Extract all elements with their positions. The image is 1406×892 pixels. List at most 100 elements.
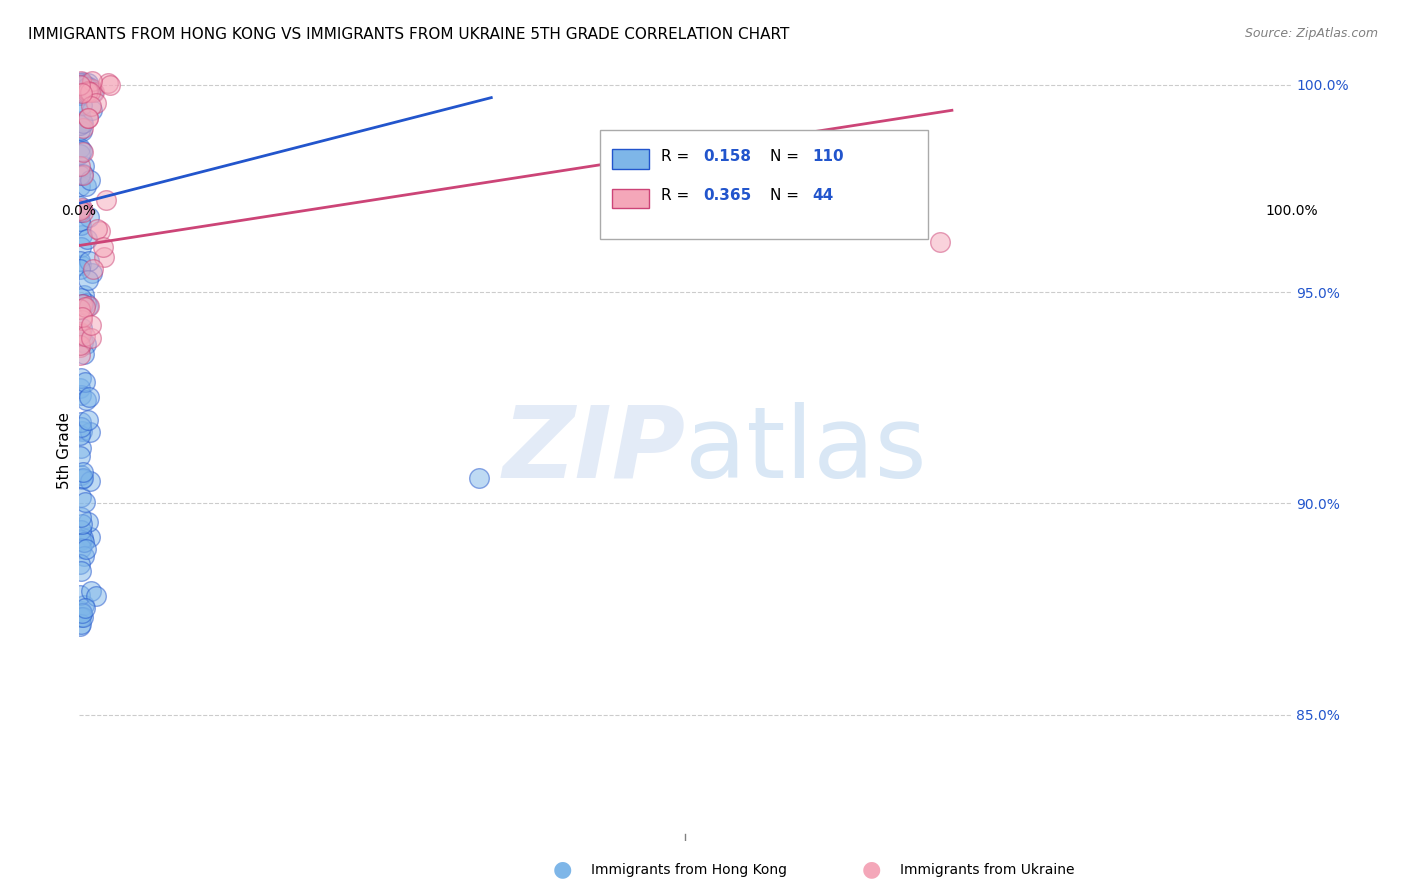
Point <box>79 86 101 100</box>
Text: ZIP: ZIP <box>502 402 685 499</box>
Point <box>79 530 101 544</box>
Point <box>75 296 97 310</box>
Point <box>80 74 103 88</box>
Point <box>69 214 91 228</box>
Point <box>69 325 91 339</box>
Point <box>69 588 91 602</box>
Text: 110: 110 <box>813 149 844 164</box>
Point <box>69 348 91 362</box>
Point <box>73 82 96 96</box>
Point <box>77 210 100 224</box>
Point <box>69 509 91 524</box>
Point <box>69 199 91 213</box>
Point <box>69 428 91 442</box>
Point <box>80 103 103 118</box>
Point <box>70 123 93 137</box>
Point <box>76 80 98 95</box>
Point <box>86 222 108 236</box>
Text: ●: ● <box>553 860 572 880</box>
Point <box>69 329 91 343</box>
Point <box>72 465 94 479</box>
Point <box>76 84 98 98</box>
Point <box>69 302 91 317</box>
Text: R =: R = <box>661 188 695 203</box>
Point <box>69 380 91 394</box>
Point <box>76 111 98 125</box>
Point <box>69 78 91 93</box>
Point <box>76 85 98 99</box>
Point <box>70 98 93 112</box>
Point <box>75 393 97 408</box>
Point <box>79 390 101 404</box>
Point <box>76 76 98 90</box>
Point <box>69 85 91 99</box>
Point <box>76 232 98 246</box>
Point <box>73 300 96 314</box>
Point <box>70 201 93 215</box>
FancyBboxPatch shape <box>600 130 928 239</box>
Point <box>72 297 94 311</box>
Point <box>79 173 101 187</box>
Point <box>70 425 93 439</box>
Point <box>72 531 94 545</box>
Point <box>69 338 91 352</box>
Point <box>69 610 91 624</box>
Point <box>84 95 107 110</box>
Point <box>76 515 98 529</box>
Point <box>73 376 96 390</box>
Point <box>70 83 93 97</box>
Point <box>76 299 98 313</box>
Point <box>69 159 91 173</box>
FancyBboxPatch shape <box>613 188 648 208</box>
Point <box>70 80 93 95</box>
Point <box>69 449 91 463</box>
Point <box>70 144 93 158</box>
Point <box>93 240 115 254</box>
Point <box>70 78 93 92</box>
Point <box>82 261 104 276</box>
Point <box>69 340 91 354</box>
Text: 0.365: 0.365 <box>703 188 752 203</box>
Point <box>69 202 91 217</box>
Point <box>75 329 97 343</box>
Point <box>70 524 93 538</box>
Point <box>72 472 94 486</box>
Point <box>70 441 93 455</box>
Point <box>73 78 96 93</box>
Point <box>75 542 97 557</box>
Point <box>72 205 94 219</box>
Text: 0.0%: 0.0% <box>62 204 97 219</box>
Point <box>77 112 100 126</box>
Point <box>69 141 91 155</box>
Text: atlas: atlas <box>685 402 927 499</box>
Point <box>72 145 94 159</box>
Point <box>70 321 93 335</box>
Point <box>73 78 96 93</box>
Point <box>69 557 91 571</box>
Point <box>72 76 94 90</box>
Point <box>70 326 93 341</box>
Point <box>70 420 93 434</box>
Point <box>70 517 93 532</box>
Text: N =: N = <box>770 188 804 203</box>
Point <box>72 167 94 181</box>
Text: Source: ZipAtlas.com: Source: ZipAtlas.com <box>1244 27 1378 40</box>
Point <box>468 471 491 485</box>
Point <box>73 549 96 563</box>
Point <box>70 83 93 97</box>
Point <box>79 318 101 332</box>
Point <box>70 388 93 402</box>
Text: Immigrants from Ukraine: Immigrants from Ukraine <box>900 863 1074 877</box>
Point <box>77 253 100 268</box>
Point <box>93 250 115 264</box>
Point <box>75 179 97 194</box>
Point <box>69 88 91 103</box>
Point <box>72 471 94 485</box>
Text: 0.158: 0.158 <box>703 149 751 164</box>
Point <box>73 85 96 99</box>
Point <box>98 78 121 92</box>
Point <box>70 218 93 232</box>
Point <box>70 603 93 617</box>
Point <box>84 589 107 603</box>
Point <box>82 266 104 280</box>
